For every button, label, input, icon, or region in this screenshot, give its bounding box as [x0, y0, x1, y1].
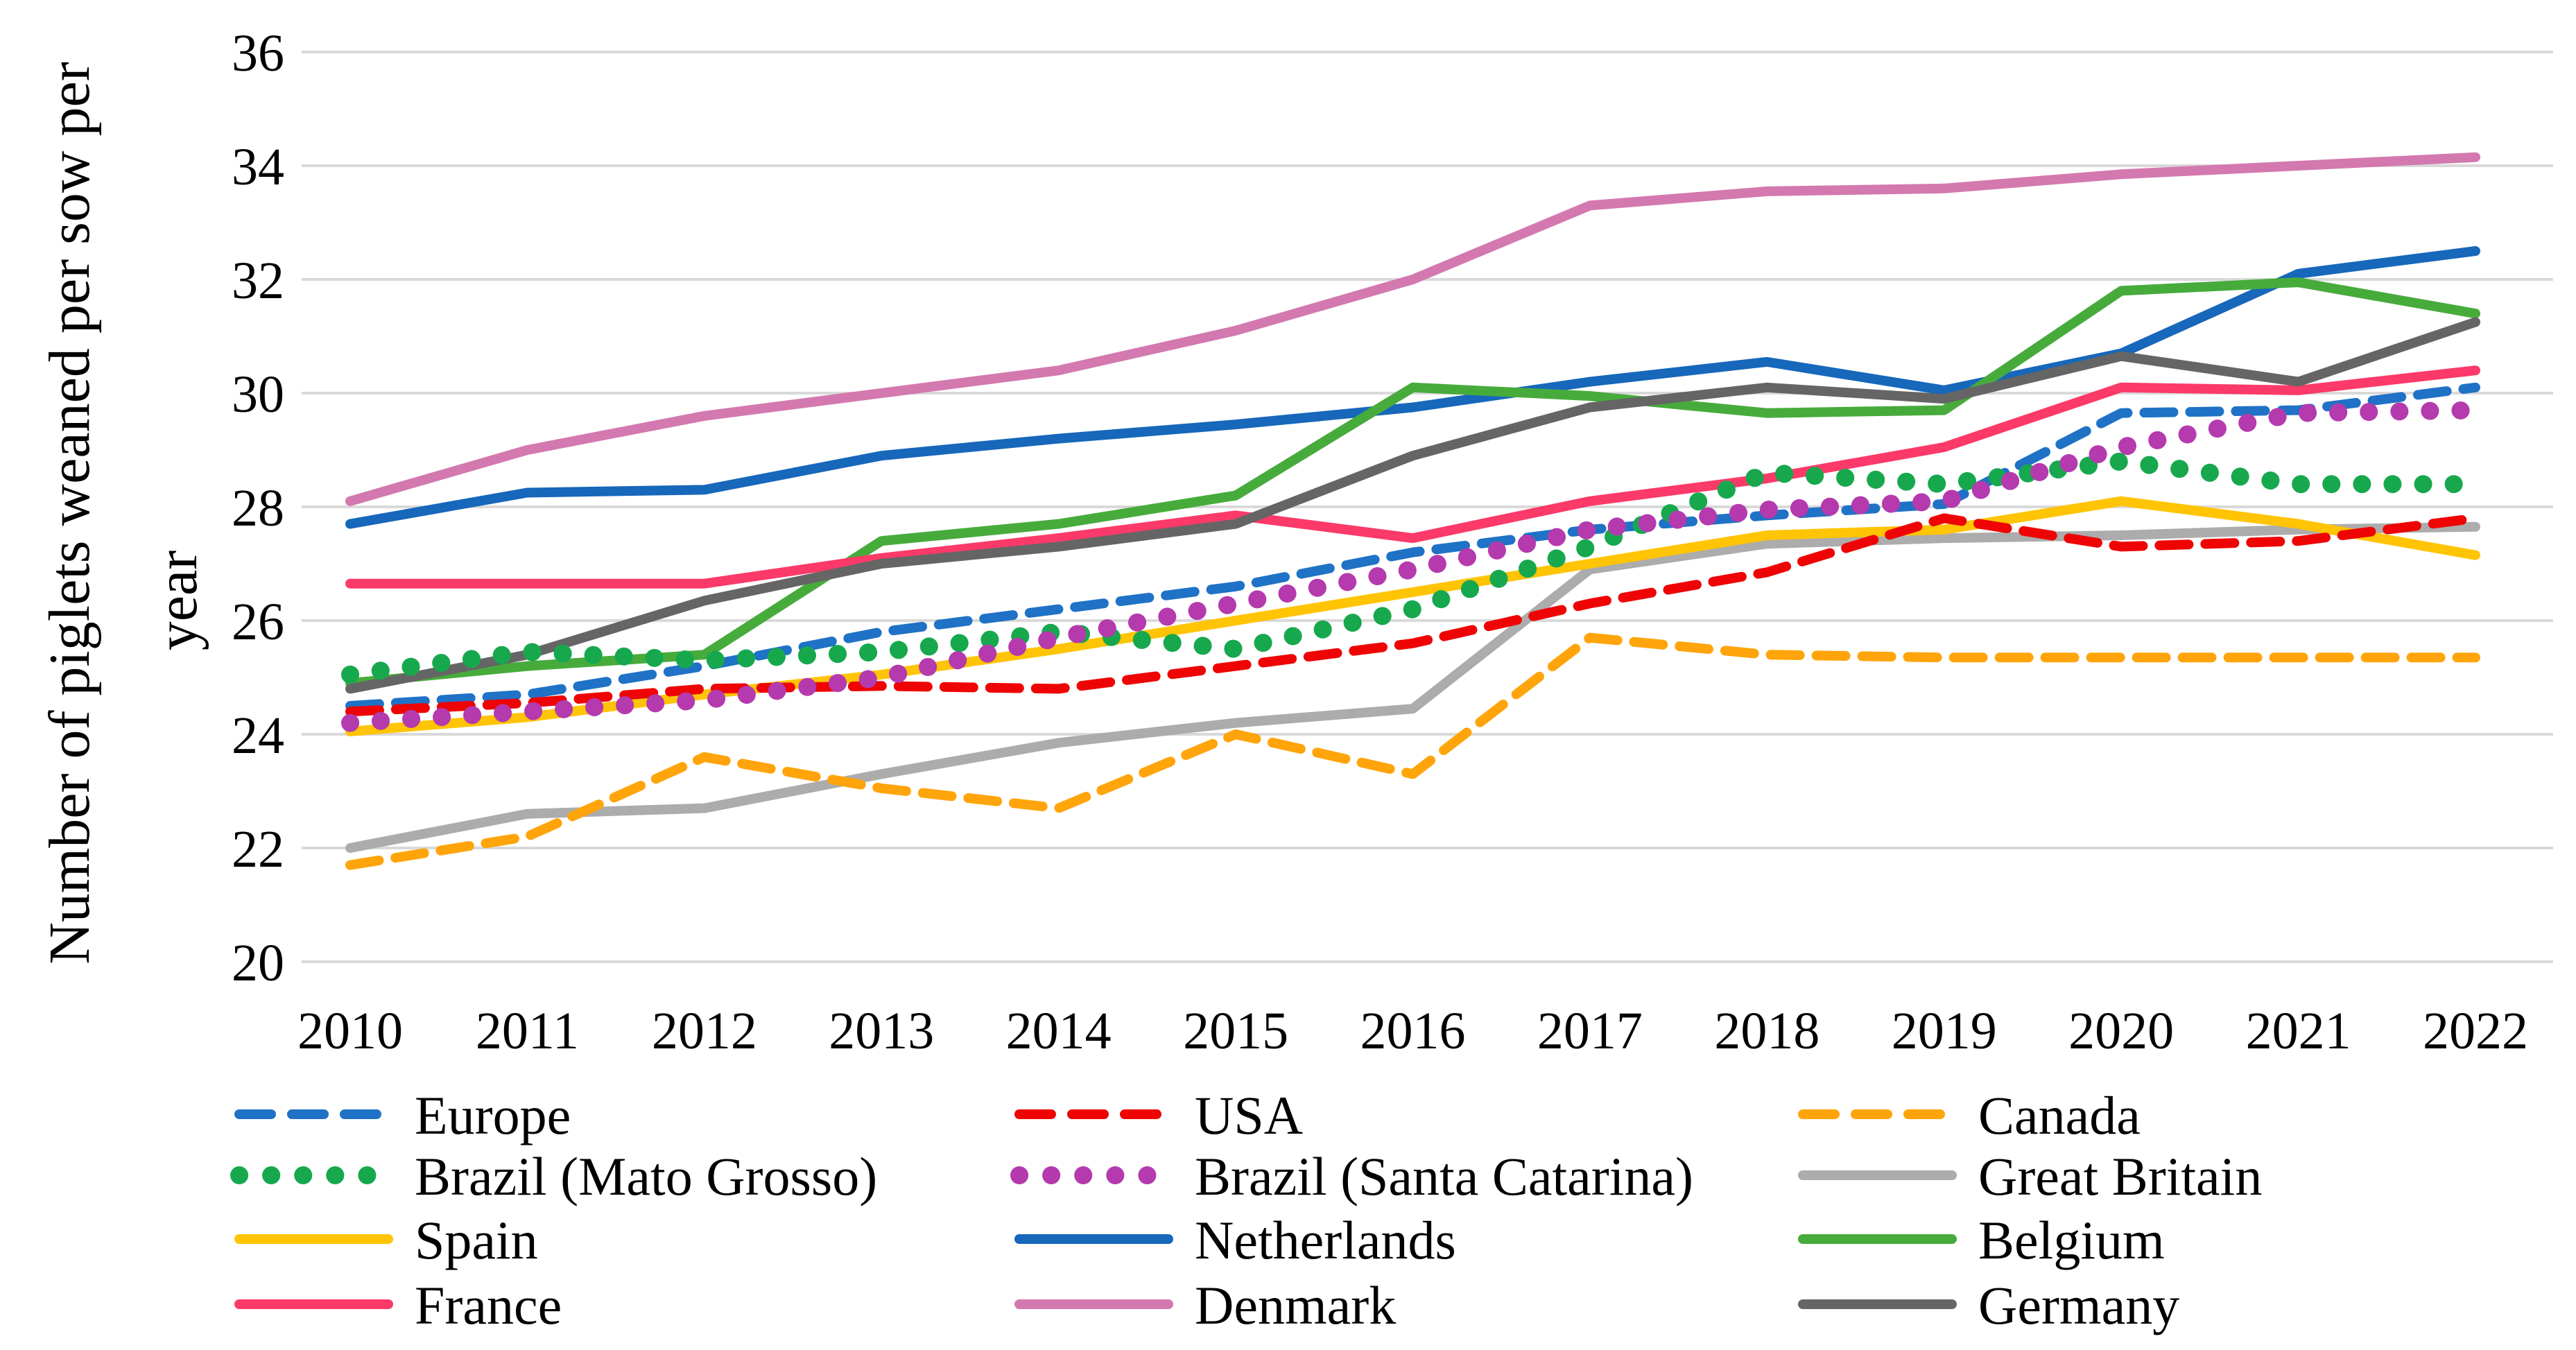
y-tick-label-36: 36 — [232, 24, 284, 83]
y-tick-label-30: 30 — [232, 365, 284, 424]
x-tick-label-2010: 2010 — [297, 1002, 403, 1060]
series-line-brazil-mato-grosso — [341, 452, 2484, 684]
legend-label-usa: USA — [1195, 1085, 1303, 1145]
y-tick-label-28: 28 — [232, 479, 284, 537]
series-line-europe — [345, 382, 2480, 711]
legend-label-great-britain: Great Britain — [1978, 1146, 2262, 1206]
x-tick-label-2016: 2016 — [1360, 1002, 1466, 1060]
y-tick-label-26: 26 — [232, 593, 284, 651]
y-tick-label-34: 34 — [232, 138, 284, 196]
legend-label-brazil-mato-grosso: Brazil (Mato Grosso) — [415, 1146, 877, 1206]
x-tick-label-2021: 2021 — [2246, 1002, 2351, 1060]
x-tick-label-2017: 2017 — [1537, 1002, 1643, 1060]
x-tick-label-2022: 2022 — [2423, 1002, 2528, 1060]
series-line-canada — [345, 632, 2480, 870]
y-tick-label-22: 22 — [232, 820, 284, 879]
series-line-france — [345, 365, 2480, 589]
series-line-usa — [345, 513, 2480, 717]
y-axis-title-line1: Number of piglets weaned per sow per — [37, 62, 102, 964]
legend-label-canada: Canada — [1978, 1085, 2141, 1145]
legend-label-netherlands: Netherlands — [1195, 1210, 1456, 1270]
x-tick-label-2018: 2018 — [1714, 1002, 1819, 1060]
legend-label-europe: Europe — [415, 1085, 571, 1145]
legend-label-spain: Spain — [415, 1210, 538, 1270]
series-line-denmark — [345, 152, 2480, 506]
series-line-spain — [345, 496, 2480, 736]
x-tick-label-2012: 2012 — [652, 1002, 757, 1060]
x-tick-label-2015: 2015 — [1183, 1002, 1288, 1060]
x-tick-label-2014: 2014 — [1006, 1002, 1112, 1060]
series-line-germany — [345, 317, 2480, 694]
x-tick-label-2011: 2011 — [476, 1002, 579, 1060]
y-axis-title-line2: year — [145, 551, 209, 651]
series-line-brazil-santa-catarina — [341, 401, 2484, 732]
legend-label-germany: Germany — [1978, 1275, 2179, 1335]
legend-label-denmark: Denmark — [1195, 1275, 1396, 1335]
x-tick-label-2013: 2013 — [829, 1002, 934, 1060]
legend-label-brazil-santa-catarina: Brazil (Santa Catarina) — [1195, 1146, 1693, 1206]
x-tick-label-2020: 2020 — [2068, 1002, 2174, 1060]
legend-label-belgium: Belgium — [1978, 1210, 2165, 1270]
legend-label-france: France — [415, 1275, 562, 1335]
y-tick-label-32: 32 — [232, 252, 284, 310]
x-tick-label-2019: 2019 — [1892, 1002, 1997, 1060]
y-tick-label-20: 20 — [232, 934, 284, 992]
series-line-great-britain — [345, 521, 2480, 853]
series-line-belgium — [345, 277, 2480, 689]
y-tick-label-24: 24 — [232, 707, 284, 765]
